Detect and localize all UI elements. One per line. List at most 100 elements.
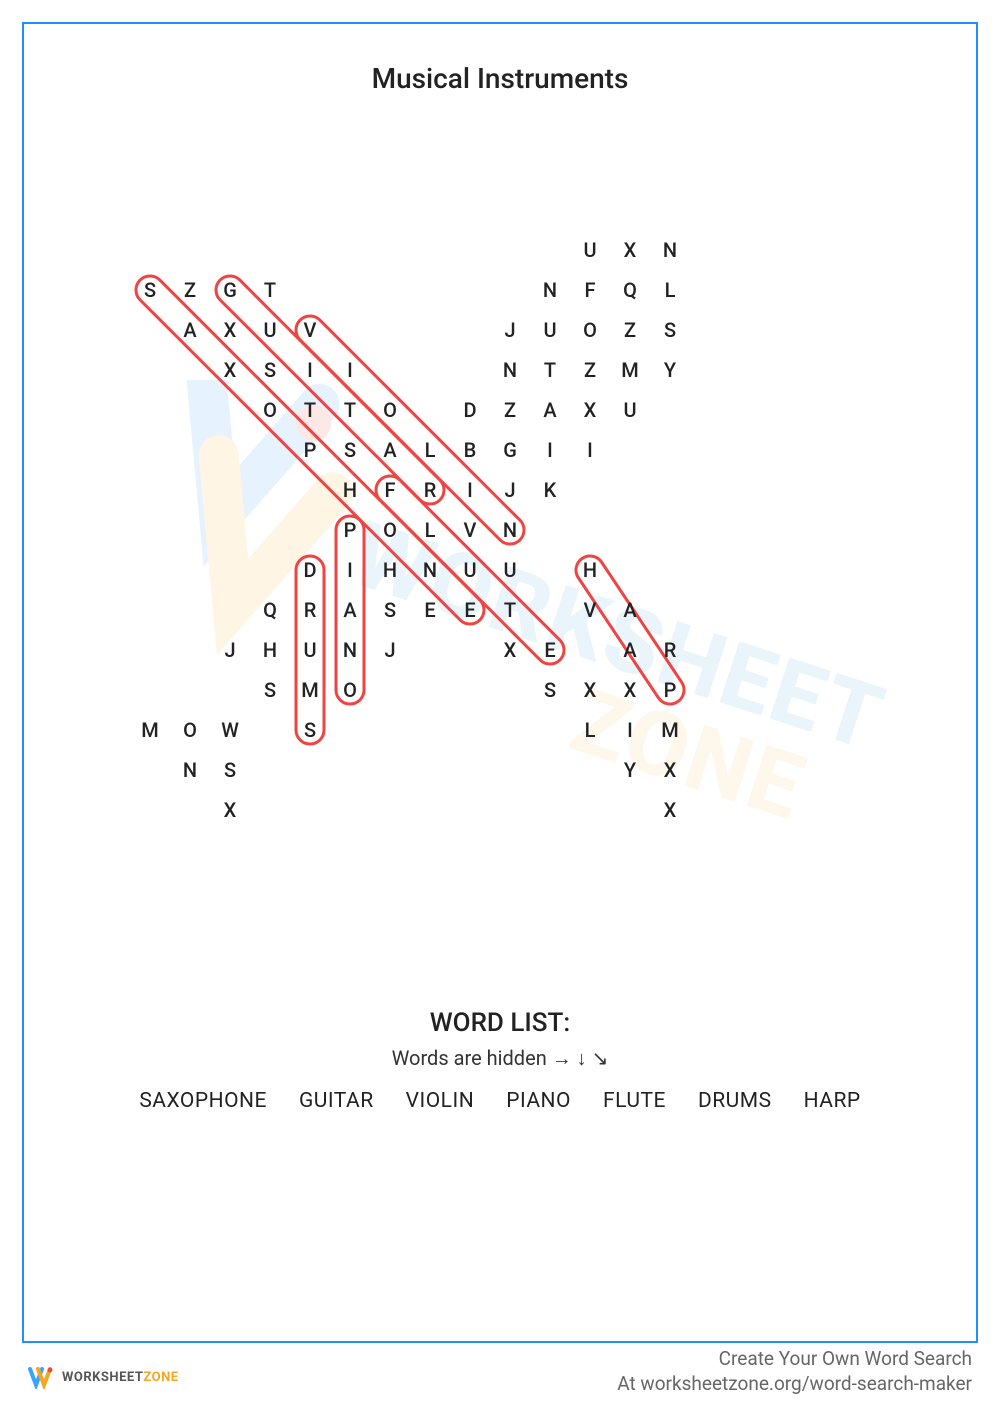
footer-logo-text: WORKSHEETZONE bbox=[62, 1370, 179, 1385]
grid-cell: T bbox=[264, 278, 276, 302]
grid-cell: T bbox=[304, 398, 316, 422]
grid-cell: F bbox=[384, 478, 395, 502]
footer-logo: WORKSHEETZONE bbox=[28, 1365, 179, 1389]
word-list-item: SAXOPHONE bbox=[139, 1089, 267, 1113]
word-search-grid: UXNSZGTNFQLAXUVJUOZSXSIINTZMYOTTODZAXUPS… bbox=[120, 220, 880, 840]
footer-credit: Create Your Own Word Search At worksheet… bbox=[617, 1346, 972, 1397]
grid-cell: A bbox=[623, 598, 637, 622]
grid-cell: X bbox=[224, 318, 237, 342]
grid-cell: I bbox=[347, 358, 353, 382]
grid-cell: V bbox=[584, 598, 597, 622]
grid-cell: N bbox=[663, 238, 677, 262]
grid-cell: M bbox=[301, 678, 319, 702]
grid-cell: S bbox=[264, 678, 276, 702]
grid-cell: T bbox=[504, 598, 516, 622]
grid-cell: Z bbox=[624, 318, 636, 342]
footer-credit-line2: At worksheetzone.org/word-search-maker bbox=[617, 1371, 972, 1397]
grid-cell: O bbox=[263, 398, 277, 422]
grid-cell: P bbox=[344, 518, 357, 542]
grid-cell: H bbox=[383, 558, 397, 582]
grid-cell: F bbox=[584, 278, 595, 302]
grid-cell: U bbox=[583, 238, 596, 262]
grid-cell: I bbox=[627, 718, 633, 742]
grid-cell: X bbox=[224, 798, 237, 822]
grid-cell: O bbox=[583, 318, 597, 342]
grid-cell: R bbox=[424, 478, 437, 502]
grid-cell: G bbox=[503, 438, 517, 462]
grid-cell: D bbox=[463, 398, 476, 422]
grid-cell: U bbox=[623, 398, 636, 422]
grid-cell: Z bbox=[584, 358, 596, 382]
grid-cell: Q bbox=[263, 598, 277, 622]
grid-cell: B bbox=[464, 438, 477, 462]
grid-cell: O bbox=[343, 678, 357, 702]
worksheetzone-logo-icon bbox=[28, 1365, 56, 1389]
grid-cell: G bbox=[223, 278, 237, 302]
grid-cell: O bbox=[383, 398, 397, 422]
grid-cell: Y bbox=[664, 358, 677, 382]
grid-cell: N bbox=[343, 638, 357, 662]
grid-cell: S bbox=[264, 358, 276, 382]
grid-cell: X bbox=[584, 678, 597, 702]
grid-cell: X bbox=[624, 238, 637, 262]
grid-cell: U bbox=[543, 318, 556, 342]
grid-cell: D bbox=[303, 558, 316, 582]
grid-cell: X bbox=[664, 798, 677, 822]
grid-cell: U bbox=[263, 318, 276, 342]
word-list-words: SAXOPHONE GUITAR VIOLIN PIANO FLUTE DRUMS HARP bbox=[0, 1089, 1000, 1113]
grid-cell: U bbox=[463, 558, 476, 582]
grid-cell: U bbox=[303, 638, 316, 662]
grid-cell: I bbox=[587, 438, 593, 462]
grid-cell: H bbox=[583, 558, 597, 582]
grid-cell: M bbox=[141, 718, 159, 742]
grid-cell: R bbox=[664, 638, 677, 662]
footer-credit-line1: Create Your Own Word Search bbox=[617, 1346, 972, 1372]
grid-cell: H bbox=[343, 478, 357, 502]
word-list-item: HARP bbox=[804, 1089, 861, 1113]
word-list-item: FLUTE bbox=[603, 1089, 666, 1113]
grid-cell: Y bbox=[624, 758, 637, 782]
grid-cell: J bbox=[504, 318, 515, 342]
word-list-hint: Words are hidden → ↓ ↘ bbox=[0, 1046, 1000, 1071]
word-list-item: GUITAR bbox=[299, 1089, 374, 1113]
grid-cell: N bbox=[503, 518, 517, 542]
grid-cell: T bbox=[544, 358, 556, 382]
highlight-violin bbox=[296, 316, 524, 544]
word-list-item: DRUMS bbox=[698, 1089, 772, 1113]
grid-cell: S bbox=[664, 318, 676, 342]
grid-cell: K bbox=[544, 478, 557, 502]
grid-cell: V bbox=[464, 518, 477, 542]
grid-cell: V bbox=[304, 318, 317, 342]
grid-cell: Q bbox=[623, 278, 637, 302]
grid-cell: S bbox=[224, 758, 236, 782]
grid-cell: L bbox=[425, 518, 436, 542]
grid-cell: E bbox=[544, 638, 555, 662]
grid-cell: S bbox=[544, 678, 556, 702]
grid-cell: R bbox=[304, 598, 317, 622]
grid-cell: X bbox=[504, 638, 517, 662]
grid-cell: Z bbox=[504, 398, 516, 422]
grid-cell: N bbox=[503, 358, 517, 382]
grid-cell: O bbox=[383, 518, 397, 542]
grid-cell: H bbox=[263, 638, 277, 662]
grid-cell: N bbox=[543, 278, 557, 302]
grid-cell: I bbox=[467, 478, 473, 502]
grid-cell: M bbox=[621, 358, 639, 382]
grid-cell: N bbox=[183, 758, 197, 782]
grid-cell: A bbox=[543, 398, 557, 422]
grid-cell: N bbox=[423, 558, 437, 582]
grid-cell: S bbox=[304, 718, 316, 742]
grid-cell: O bbox=[183, 718, 197, 742]
word-list-item: VIOLIN bbox=[406, 1089, 475, 1113]
grid-cell: X bbox=[664, 758, 677, 782]
grid-cell: Z bbox=[184, 278, 196, 302]
grid-cell: S bbox=[144, 278, 156, 302]
grid-cell: U bbox=[503, 558, 516, 582]
grid-cell: I bbox=[307, 358, 313, 382]
grid-cell: X bbox=[624, 678, 637, 702]
grid-cell: J bbox=[224, 638, 235, 662]
grid-cell: L bbox=[585, 718, 596, 742]
grid-cell: E bbox=[464, 598, 475, 622]
word-list-item: PIANO bbox=[506, 1089, 571, 1113]
grid-cell: L bbox=[425, 438, 436, 462]
